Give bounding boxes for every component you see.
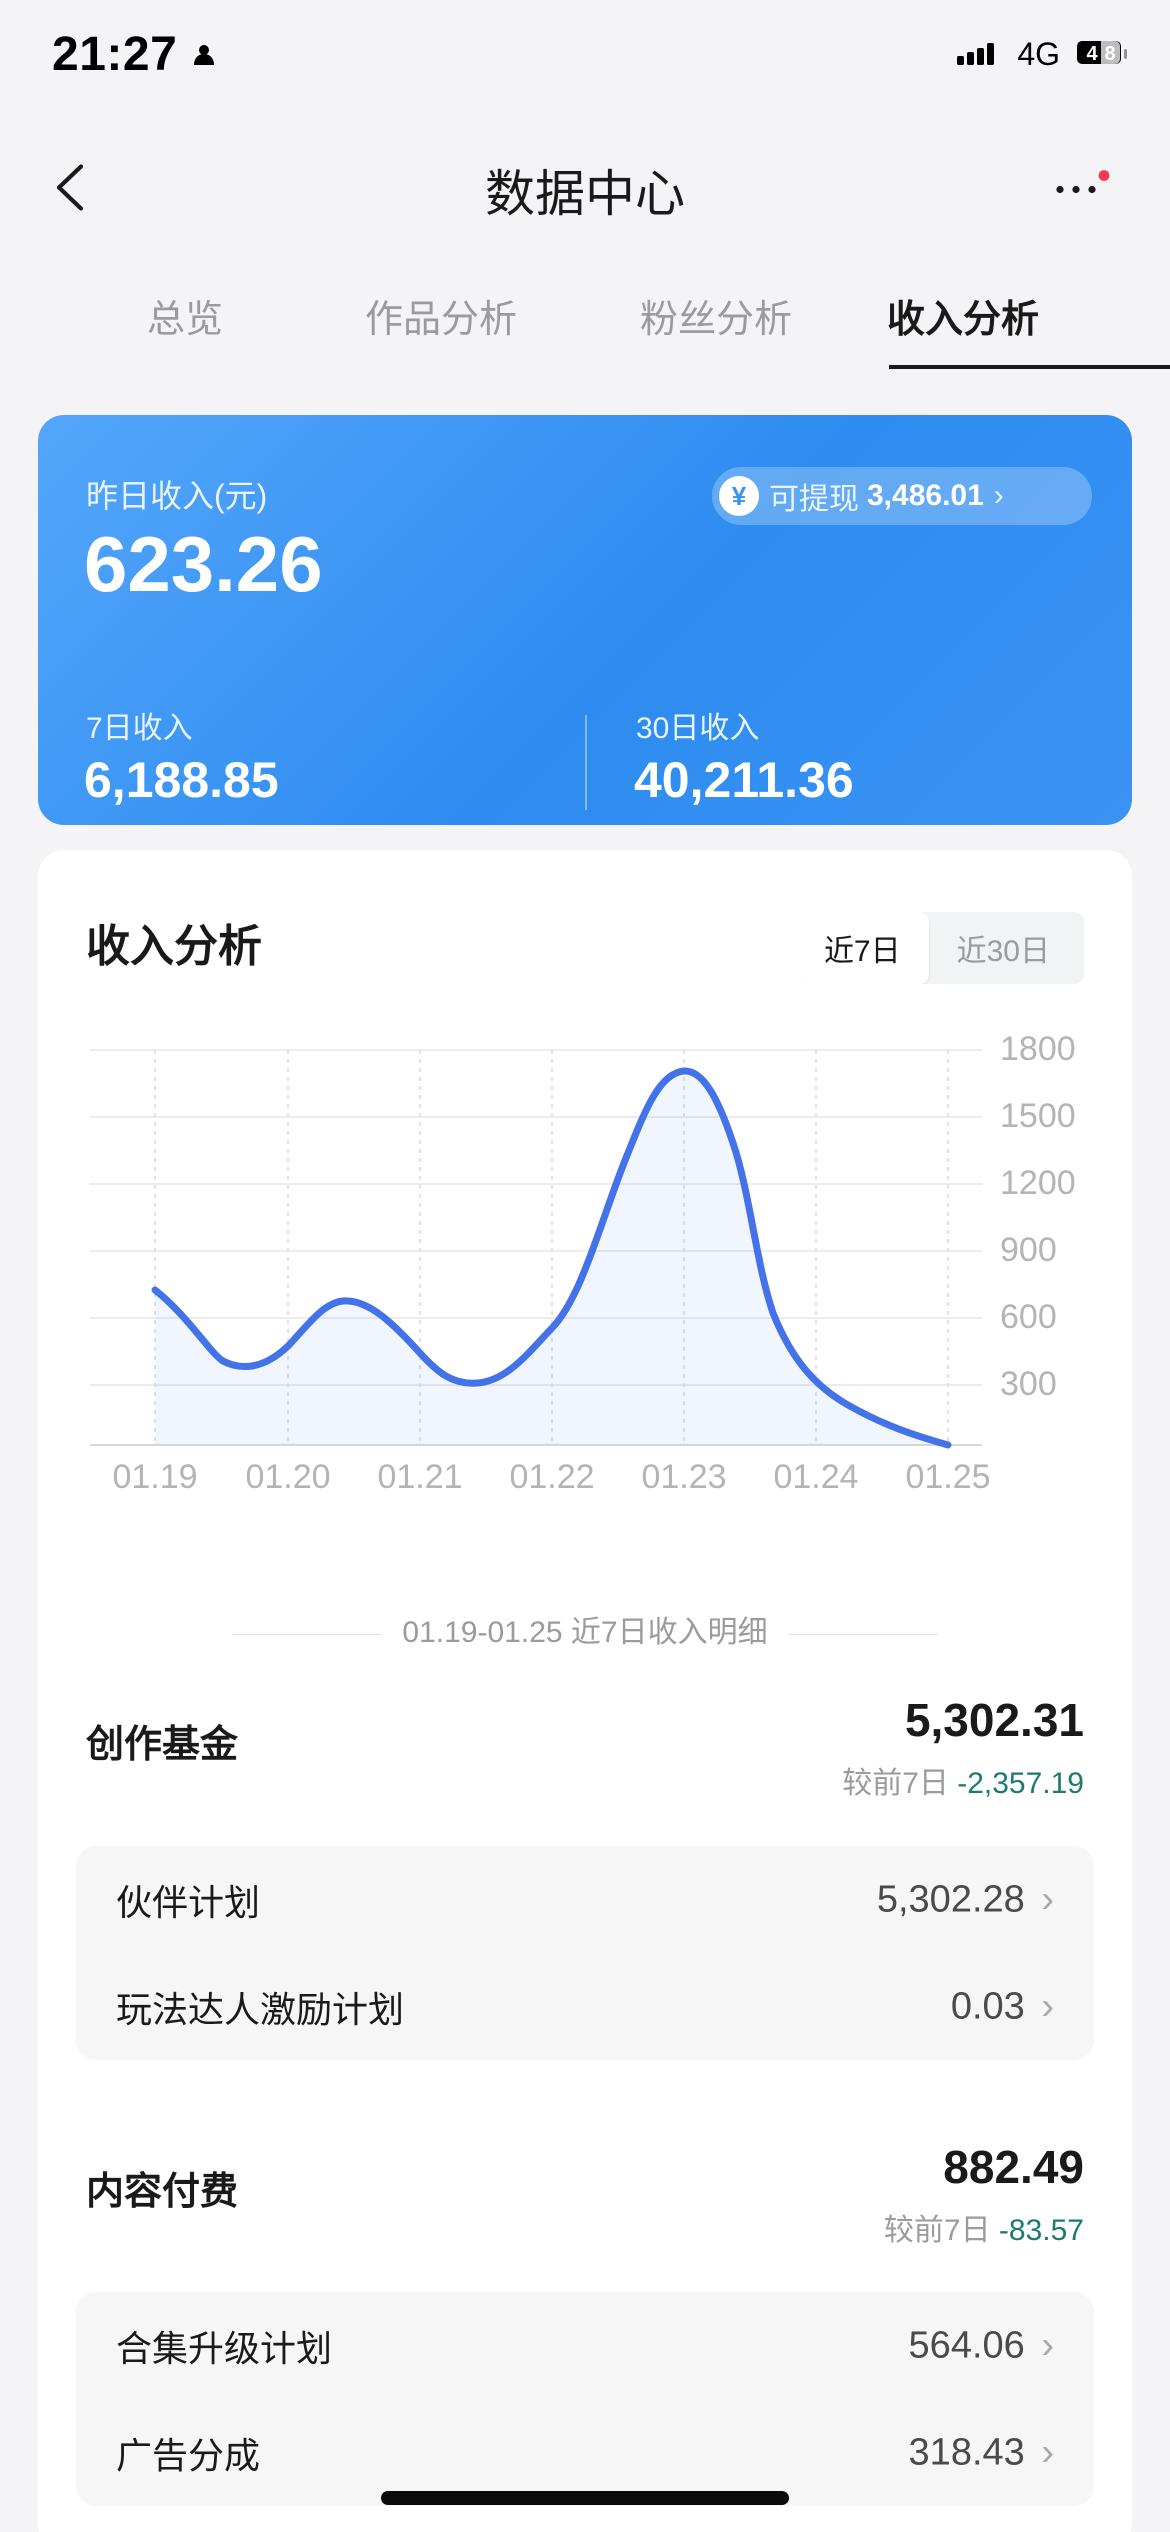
svg-text:01.23: 01.23 [641, 1458, 726, 1493]
svg-text:01.22: 01.22 [509, 1458, 594, 1493]
svg-text:1200: 1200 [1000, 1164, 1076, 1202]
svg-text:8: 8 [1104, 43, 1115, 65]
svg-text:4: 4 [1086, 43, 1098, 65]
svg-text:1500: 1500 [1000, 1097, 1076, 1135]
svg-text:01.19: 01.19 [112, 1458, 197, 1493]
svg-text:900: 900 [1000, 1231, 1057, 1269]
svg-text:1800: 1800 [1000, 1033, 1076, 1068]
svg-text:300: 300 [1000, 1365, 1057, 1403]
svg-text:01.25: 01.25 [905, 1458, 990, 1493]
svg-text:01.24: 01.24 [773, 1458, 858, 1493]
svg-text:600: 600 [1000, 1298, 1057, 1336]
svg-text:01.21: 01.21 [377, 1458, 462, 1493]
svg-text:01.20: 01.20 [245, 1458, 330, 1493]
